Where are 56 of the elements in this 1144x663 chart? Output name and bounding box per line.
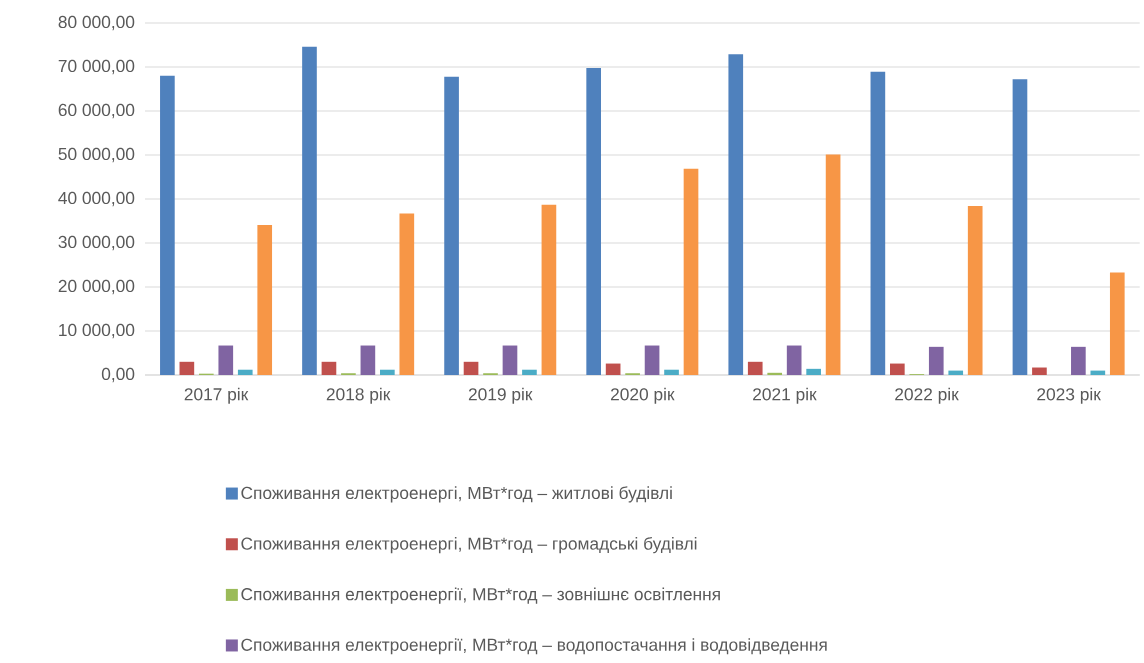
y-tick-label: 30 000,00: [58, 235, 135, 251]
bar: [380, 369, 395, 375]
bar: [302, 46, 317, 375]
y-tick-label: 70 000,00: [58, 59, 135, 75]
legend-label: Споживання електроенергі, МВт*год – громадські будівлі: [241, 536, 697, 554]
bar: [321, 361, 337, 375]
bar: [1032, 367, 1047, 375]
bar: [1109, 272, 1125, 375]
bar: [870, 71, 886, 375]
y-tick-label: 20 000,00: [58, 279, 135, 295]
y-tick-label: 10 000,00: [59, 323, 135, 339]
bar: [1012, 79, 1028, 375]
bar: [586, 67, 601, 375]
x-tick-label: 2017 рік: [184, 387, 249, 404]
bar: [948, 370, 964, 375]
bar: [928, 346, 944, 375]
bar: [237, 369, 253, 375]
y-tick-label: 80 000,00: [58, 15, 135, 31]
x-tick-label: 2023 рік: [1037, 387, 1101, 404]
bar: [160, 75, 175, 375]
bar: [728, 54, 744, 375]
legend-label: Споживання електроенергі, МВт*год – житлові будівлі: [241, 486, 672, 503]
bar: [967, 206, 983, 375]
x-tick-label: 2020 рік: [610, 387, 675, 404]
bar: [257, 224, 273, 375]
legend-label: Споживання електроенергії, МВт*год – водопостачання і водовідведення: [241, 638, 827, 655]
bar: [502, 345, 518, 375]
bar: [683, 168, 699, 375]
bar: [541, 204, 557, 375]
bar: [1071, 346, 1086, 375]
bar: [806, 368, 821, 375]
bar: [767, 372, 783, 375]
x-tick-label: 2018 рік: [326, 387, 391, 404]
y-tick-label: 0,00: [101, 367, 135, 383]
bar: [664, 369, 679, 375]
bar: [399, 213, 415, 375]
x-tick-label: 2021 рік: [753, 387, 817, 404]
bar: [444, 76, 459, 375]
y-tick-label: 60 000,00: [58, 103, 135, 119]
bar: [179, 361, 195, 375]
bar: [605, 363, 621, 375]
bar: [644, 345, 660, 375]
bar: [360, 345, 376, 375]
bar: [825, 154, 841, 375]
legend-label: Споживання електроенергії, МВт*год – зовнішнє освітлення: [241, 587, 720, 604]
bar: [747, 361, 763, 375]
bar: [786, 345, 802, 375]
bar: [890, 363, 905, 375]
x-tick-label: 2022 рік: [895, 387, 959, 404]
bar: [463, 361, 479, 375]
bar: [218, 345, 234, 375]
bar: [522, 369, 537, 375]
y-tick-label: 50 000,00: [58, 147, 135, 163]
bar: [1090, 370, 1106, 375]
x-tick-label: 2019 рік: [468, 387, 533, 404]
y-tick-label: 40 000,00: [58, 191, 135, 207]
